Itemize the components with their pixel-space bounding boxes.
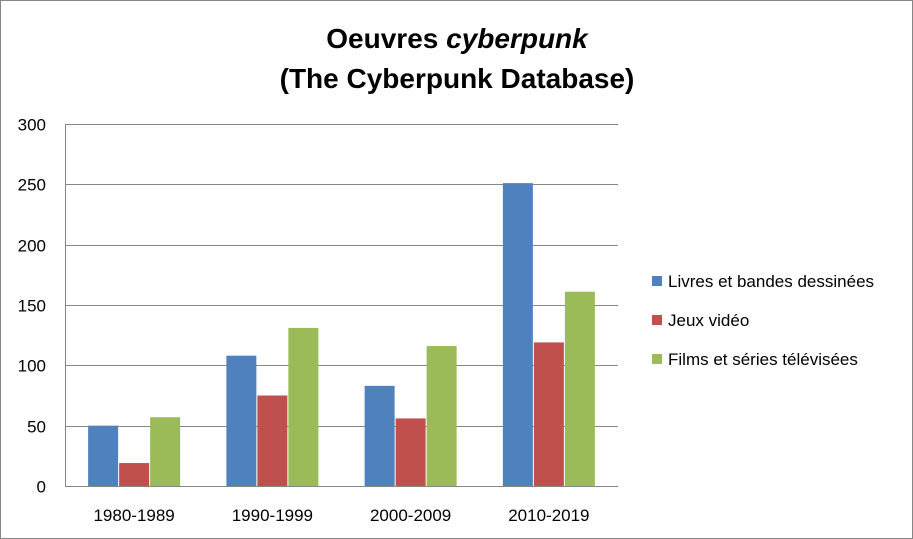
y-tick-label: 250 (18, 176, 46, 195)
bar (119, 463, 150, 486)
x-tick-label: 2000-2009 (370, 506, 451, 525)
bar (564, 291, 595, 486)
legend-swatch (652, 354, 662, 364)
bar (533, 342, 564, 486)
y-tick-label: 300 (18, 116, 46, 135)
bar (226, 355, 257, 486)
y-tick-label: 100 (18, 357, 46, 376)
axes: 0 50 100 150 200 250 300 1980-1989 1990-1999 2000… (18, 116, 618, 525)
legend-label: Livres et bandes dessinées (668, 272, 874, 291)
x-tick-label: 2010-2019 (508, 506, 589, 525)
bar (364, 385, 395, 486)
bar (88, 425, 119, 486)
y-tick-label: 150 (18, 297, 46, 316)
bar (257, 395, 288, 486)
legend-label: Films et séries télévisées (668, 350, 858, 369)
chart-title-line2: (The Cyberpunk Database) (280, 63, 635, 94)
legend: Livres et bandes dessinées Jeux vidéo Film… (652, 272, 874, 369)
x-tick-label: 1980-1989 (93, 506, 174, 525)
bar (150, 417, 181, 486)
bar (288, 327, 319, 486)
chart-title-line1: Oeuvres cyberpunk (326, 23, 589, 54)
legend-label: Jeux vidéo (668, 311, 749, 330)
y-tick-label: 200 (18, 237, 46, 256)
bar (502, 183, 533, 487)
chart-title-italic: cyberpunk (446, 23, 589, 54)
legend-swatch (652, 276, 662, 286)
legend-swatch (652, 315, 662, 325)
bar (426, 346, 457, 486)
y-tick-label: 50 (27, 418, 46, 437)
bars (88, 183, 595, 487)
y-tick-label: 0 (37, 478, 46, 497)
bar (395, 418, 426, 486)
chart-title-prefix: Oeuvres (326, 23, 446, 54)
x-tick-label: 1990-1999 (232, 506, 313, 525)
